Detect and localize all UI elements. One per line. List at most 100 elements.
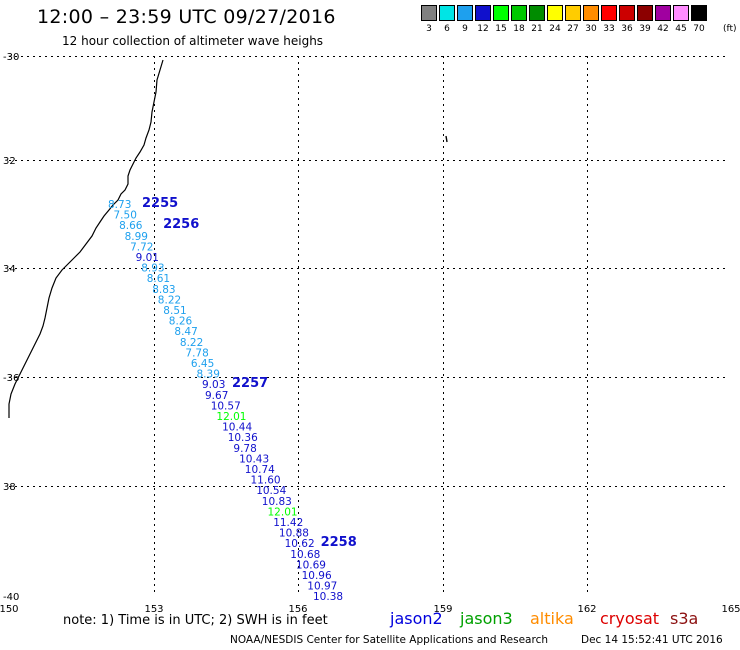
legend-swatch — [601, 5, 617, 21]
swh-value: 8.73 — [108, 199, 131, 211]
swh-value: 8.99 — [125, 231, 148, 243]
legend-label: 30 — [585, 24, 597, 34]
swh-value: 10.62 — [285, 538, 315, 550]
altimeter-track: 8.737.508.668.997.729.018.938.618.838.22… — [108, 199, 343, 603]
pass-time-label: 2257 — [232, 376, 268, 391]
legend-label: 6 — [444, 24, 450, 34]
swh-value: 8.66 — [119, 220, 143, 232]
legend-label: 45 — [675, 24, 687, 34]
satellite-jason3: jason3 — [460, 609, 513, 628]
legend-label: 36 — [621, 24, 633, 34]
swh-value: 8.61 — [147, 273, 170, 285]
legend-swatch — [475, 5, 491, 21]
swh-value: 7.50 — [114, 210, 137, 222]
lon-tick-label: 165 — [721, 604, 740, 615]
generation-timestamp: Dec 14 15:52:41 UTC 2016 — [581, 634, 723, 646]
legend-swatch — [421, 5, 437, 21]
pass-time-label: 2258 — [321, 535, 357, 550]
pass-time-label: 2256 — [163, 217, 199, 232]
lon-tick-label: 159 — [433, 604, 452, 615]
swh-value: 12.01 — [268, 506, 298, 518]
legend-unit: (ft) — [723, 24, 737, 34]
legend-swatch — [619, 5, 635, 21]
credit-line: NOAA/NESDIS Center for Satellite Applica… — [230, 634, 548, 646]
swh-value: 10.38 — [313, 591, 343, 603]
map-subtitle: 12 hour collection of altimeter wave hei… — [62, 34, 324, 48]
swh-value: 8.83 — [152, 284, 175, 296]
swh-value: 11.60 — [251, 475, 281, 487]
legend-label: 3 — [426, 24, 432, 34]
legend-swatch — [457, 5, 473, 21]
footer-note: note: 1) Time is in UTC; 2) SWH is in fe… — [63, 613, 328, 628]
legend-label: 24 — [549, 24, 561, 34]
swh-value: 10.36 — [228, 432, 258, 444]
swh-value: 8.22 — [180, 337, 203, 349]
coastline — [8, 59, 164, 418]
swh-value: 12.01 — [216, 411, 246, 423]
swh-value: 10.74 — [245, 464, 275, 476]
lat-tick-label: 32 — [3, 156, 16, 167]
legend-label: 42 — [657, 24, 669, 34]
swh-value: 10.68 — [290, 549, 320, 561]
legend-label: 12 — [477, 24, 489, 34]
swh-value: 7.72 — [130, 241, 153, 253]
legend-swatch — [493, 5, 509, 21]
legend-label: 9 — [462, 24, 468, 34]
swh-value: 10.69 — [296, 559, 326, 571]
legend-swatch — [529, 5, 545, 21]
pass-time-label: 2255 — [142, 196, 178, 211]
legend-label: 27 — [567, 24, 579, 34]
lat-tick-label: -40 — [3, 592, 19, 603]
legend-label: 39 — [639, 24, 651, 34]
island-speck — [445, 135, 448, 143]
swh-value: 9.78 — [233, 443, 256, 455]
swh-value: 9.01 — [136, 252, 159, 264]
swh-value: 9.67 — [205, 390, 228, 402]
swh-value: 6.45 — [191, 358, 214, 370]
legend-label: 18 — [513, 24, 525, 34]
legend-swatch — [439, 5, 455, 21]
swh-value: 8.26 — [169, 316, 193, 328]
lat-tick-label: -30 — [3, 52, 19, 63]
swh-value: 8.39 — [197, 369, 220, 381]
satellite-cryosat: cryosat — [600, 609, 660, 628]
lat-tick-label: 38 — [3, 482, 16, 493]
longitude-tick-labels: 150 153 156 159 162 165 — [0, 604, 740, 615]
satellite-jason2: jason2 — [390, 609, 443, 628]
swh-value: 9.03 — [202, 379, 225, 391]
swh-value: 8.51 — [163, 305, 186, 317]
pass-time-labels: 2255 2256 2257 2258 — [142, 196, 357, 550]
swh-value: 10.88 — [279, 528, 309, 540]
swh-value: 10.43 — [239, 453, 269, 465]
swh-value: 10.97 — [307, 581, 337, 593]
latitude-tick-labels: -30 32 34 -36 38 -40 — [3, 52, 19, 603]
swh-value: 10.57 — [211, 400, 241, 412]
swh-value: 7.78 — [185, 347, 208, 359]
legend-swatch — [565, 5, 581, 21]
swh-value: 10.54 — [256, 485, 286, 497]
swh-value: 8.47 — [174, 326, 197, 338]
lon-tick-label: 153 — [144, 604, 163, 615]
map-grid — [9, 56, 729, 596]
legend-label: 70 — [693, 24, 705, 34]
legend-swatch — [583, 5, 599, 21]
lon-tick-label: 150 — [0, 604, 19, 615]
swh-value: 8.93 — [141, 263, 164, 275]
legend-label: 15 — [495, 24, 507, 34]
lat-tick-label: -36 — [3, 373, 19, 384]
legend-label: 33 — [603, 24, 615, 34]
lon-tick-label: 156 — [288, 604, 307, 615]
lat-tick-label: 34 — [3, 264, 16, 275]
satellite-s3a: s3a — [670, 609, 699, 628]
legend-swatch — [511, 5, 527, 21]
legend-swatch — [637, 5, 653, 21]
legend-swatch — [655, 5, 671, 21]
legend-label: 21 — [531, 24, 543, 34]
lon-tick-label: 162 — [577, 604, 596, 615]
legend-swatch — [673, 5, 689, 21]
swh-value: 11.42 — [273, 517, 303, 529]
map-title: 12:00 – 23:59 UTC 09/27/2016 — [37, 6, 336, 28]
swh-value: 8.22 — [158, 294, 181, 306]
satellite-altika: altika — [530, 609, 574, 628]
